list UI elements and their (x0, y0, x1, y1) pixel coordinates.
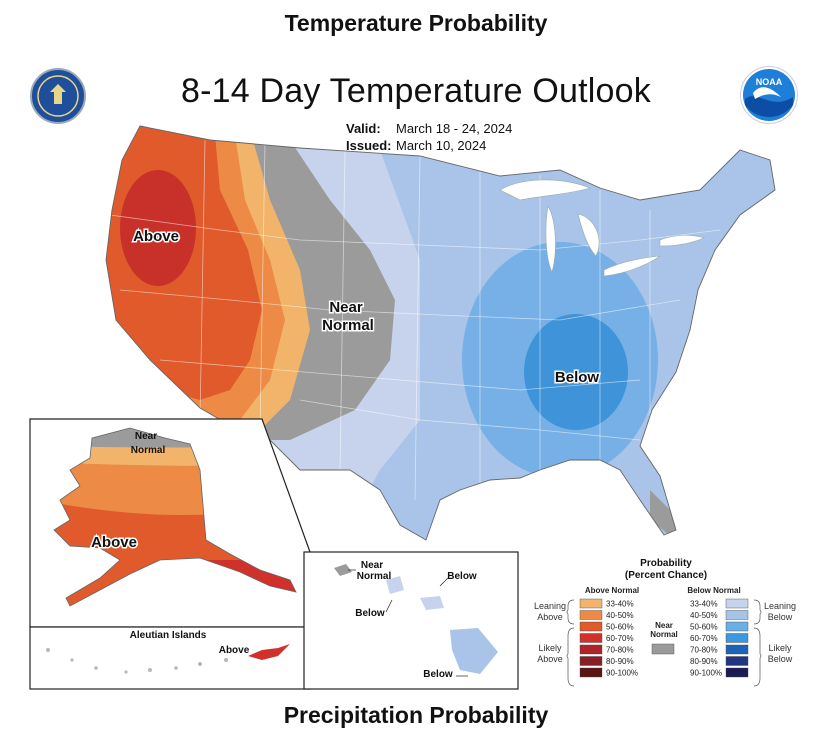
legend-subtitle: (Percent Chance) (625, 570, 707, 581)
noaa-logo-text: NOAA (756, 77, 783, 87)
ak-above-label: Above (91, 534, 137, 551)
likely-above-2: Above (537, 654, 563, 664)
aleutian-inset: Aleutian Islands Above (29, 626, 311, 690)
legend-near-1: Near (655, 621, 673, 630)
lake-ontario (659, 234, 705, 247)
hawaii-inset: Near Normal Below Below Below (303, 551, 519, 690)
map-title: 8-14 Day Temperature Outlook (181, 72, 651, 110)
page-footer: Precipitation Probability (283, 702, 549, 728)
legend-below-swatch (725, 656, 749, 666)
alaska-inset: Near Normal Above (29, 418, 311, 628)
lake-huron (577, 213, 600, 257)
legend-below-bin-label: 90-100% (690, 669, 722, 678)
above-label: Above (133, 228, 179, 245)
oahu-island (386, 576, 404, 594)
legend-above-swatch (579, 621, 603, 632)
legend-above-header: Above Normal (585, 586, 639, 595)
legend-above-bin-label: 90-100% (606, 669, 638, 678)
hi-below-bottom-label: Below (423, 669, 453, 680)
legend-below-header: Below Normal (687, 586, 740, 595)
legend-above-bin-label: 50-60% (606, 623, 634, 632)
legend-below-bin-label: 33-40% (690, 600, 718, 609)
legend-above-swatch (579, 644, 603, 655)
legend-below-swatch (725, 610, 749, 620)
legend-below-swatch (725, 644, 749, 655)
issued-label: Issued: (346, 138, 392, 153)
aleutian-islands (46, 648, 228, 674)
legend-above-bin-label: 40-50% (606, 611, 634, 620)
legend-above-swatch (579, 610, 603, 620)
maui-island (420, 596, 444, 610)
page-header: Temperature Probability (284, 10, 548, 36)
legend-below-bin-label: 50-60% (690, 623, 718, 632)
likely-below-2: Below (768, 654, 793, 664)
great-lakes (499, 179, 705, 277)
issued-value: March 10, 2024 (396, 138, 487, 153)
legend-below-bin-label: 40-50% (690, 611, 718, 620)
legend-above-bin-label: 60-70% (606, 634, 634, 643)
valid-label: Valid: (346, 121, 381, 136)
valid-line: Valid: March 18 - 24, 2024 (346, 121, 512, 136)
hawaii-leader-lines (348, 569, 468, 677)
hi-below-left-label: Below (355, 608, 385, 619)
legend-below-bin-label: 60-70% (690, 634, 718, 643)
hi-near-label: Near (361, 560, 383, 571)
ak-normal-label: Normal (131, 445, 166, 456)
florida-near-normal (650, 490, 680, 540)
legend-below-bin-label: 70-80% (690, 646, 718, 655)
legend-near-2: Normal (650, 630, 678, 639)
legend-above-swatch (579, 598, 603, 609)
leaning-below-1: Leaning (764, 601, 796, 611)
below-60-70-zone (524, 314, 628, 430)
leaning-above-2: Above (537, 612, 563, 622)
normal-label: Normal (322, 317, 374, 334)
dept-commerce-seal-icon (30, 68, 86, 124)
lake-michigan (545, 205, 556, 273)
issued-line: Issued: March 10, 2024 (346, 138, 512, 153)
leaning-above-1: Leaning (534, 601, 566, 611)
valid-dates: Valid: March 18 - 24, 2024 Issued: March 1… (346, 121, 512, 153)
legend-below-bin-label: 80-90% (690, 657, 718, 666)
legend-above-swatch (579, 633, 603, 643)
hi-normal-label: Normal (357, 571, 392, 582)
niihau-island (334, 564, 352, 576)
legend-braces (566, 599, 762, 687)
aleutian-title: Aleutian Islands (130, 630, 207, 641)
hawaii-inset-frame (303, 551, 519, 690)
leaning-below-2: Below (768, 612, 793, 622)
noaa-logo-icon: NOAA (740, 66, 798, 124)
legend-above-bin-label: 33-40% (606, 600, 634, 609)
legend-above-swatch (579, 667, 603, 678)
legend-below-swatch (725, 621, 749, 632)
legend-near-swatch (651, 643, 675, 655)
likely-below-1: Likely (768, 643, 792, 653)
legend-below-swatch (725, 667, 749, 678)
legend-title: Probability (640, 558, 692, 569)
alaska-outline (53, 427, 297, 607)
legend: Probability (Percent Chance) Above Norma… (534, 558, 796, 687)
legend-above-swatch (579, 656, 603, 666)
big-island (450, 628, 498, 674)
valid-value: March 18 - 24, 2024 (396, 121, 513, 136)
legend-below-swatch (725, 633, 749, 643)
lake-superior (499, 179, 591, 201)
legend-above-bin-label: 70-80% (606, 646, 634, 655)
below-label: Below (555, 369, 600, 386)
likely-above-1: Likely (538, 643, 562, 653)
legend-above-bin-label: 80-90% (606, 657, 634, 666)
above-60-70-zone (120, 170, 196, 286)
aleutian-above-zone (248, 644, 290, 660)
hi-below-top-label: Below (447, 571, 477, 582)
ak-near-label: Near (135, 431, 157, 442)
legend-below-swatch (725, 598, 749, 609)
aleutian-above-label: Above (219, 645, 250, 656)
state-lines (109, 139, 721, 501)
near-label: Near (329, 299, 363, 316)
lake-erie (603, 255, 662, 277)
